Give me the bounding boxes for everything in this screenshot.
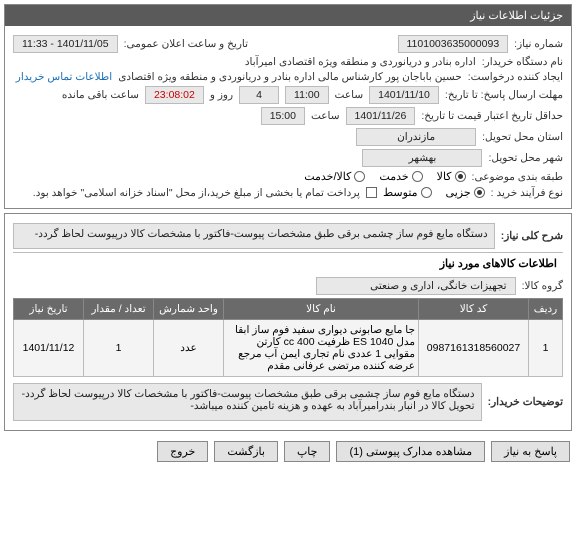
th-name: نام کالا — [224, 299, 419, 320]
deadline-time: 11:00 — [285, 86, 329, 104]
radio-dot-icon — [412, 171, 423, 182]
info-title: اطلاعات کالاهای مورد نیاز — [13, 252, 563, 274]
radio-dot-icon — [421, 187, 432, 198]
footer-buttons: پاسخ به نیاز مشاهده مدارک پیوستی (1) چاپ… — [0, 435, 576, 468]
deadline-date: 1401/11/10 — [369, 86, 439, 104]
days-value: 4 — [239, 86, 279, 104]
attach-button[interactable]: مشاهده مدارک پیوستی (1) — [336, 441, 485, 462]
day-label: روز و — [210, 89, 233, 101]
validity-date: 1401/11/26 — [346, 107, 416, 125]
radio-medium[interactable]: متوسط — [383, 186, 432, 199]
province-label: استان محل تحویل: — [482, 131, 563, 143]
radio-dot-icon — [455, 171, 466, 182]
city-value: بهشهر — [362, 149, 482, 167]
buyer-note-value: دستگاه مایع فوم ساز چشمی برقی طبق مشخصات… — [13, 383, 482, 421]
time-label-2: ساعت — [311, 110, 340, 122]
table-row[interactable]: 1 0987161318560027 جا مایع صابونی دیواری… — [14, 320, 563, 377]
cell-qty: 1 — [84, 320, 154, 377]
th-code: کد کالا — [419, 299, 529, 320]
countdown-value: 23:08:02 — [145, 86, 204, 104]
back-button[interactable]: بازگشت — [214, 441, 278, 462]
group-label: گروه کالا: — [522, 280, 563, 292]
goods-body: شرح کلی نیاز: دستگاه مایع فوم ساز چشمی ب… — [5, 214, 571, 430]
partial-label: پرداخت تمام یا بخشی از مبلغ خرید،از محل … — [33, 187, 360, 199]
radio-dot-icon — [474, 187, 485, 198]
requester-value: حسین باباجان پور کارشناس مالی اداره بناد… — [118, 71, 462, 83]
buy-type-label: نوع فرآیند خرید : — [491, 187, 563, 199]
panel-title: جزئیات اطلاعات نیاز — [5, 5, 571, 26]
print-button[interactable]: چاپ — [284, 441, 331, 462]
radio-both[interactable]: کالا/خدمت — [304, 170, 365, 183]
province-value: مازندران — [356, 128, 476, 146]
org-label: نام دستگاه خریدار: — [482, 56, 563, 68]
city-label: شهر محل تحویل: — [488, 152, 563, 164]
cell-name: جا مایع صابونی دیواری سفید فوم ساز ابقا … — [224, 320, 419, 377]
category-radio-group: کالا خدمت کالا/خدمت — [304, 170, 465, 183]
cell-code: 0987161318560027 — [419, 320, 529, 377]
announce-label: تاریخ و ساعت اعلان عمومی: — [124, 38, 248, 50]
goods-table: ردیف کد کالا نام کالا واحد شمارش تعداد /… — [13, 298, 563, 377]
requester-label: ایجاد کننده درخواست: — [468, 71, 563, 83]
cell-date: 1401/11/12 — [14, 320, 84, 377]
cell-idx: 1 — [529, 320, 563, 377]
exit-button[interactable]: خروج — [157, 441, 208, 462]
category-label: طبقه بندی موضوعی: — [472, 171, 563, 183]
contact-link[interactable]: اطلاعات تماس خریدار — [16, 71, 112, 83]
reply-button[interactable]: پاسخ به نیاز — [491, 441, 570, 462]
th-date: تاریخ نیاز — [14, 299, 84, 320]
radio-service[interactable]: خدمت — [379, 170, 422, 183]
cell-unit: عدد — [154, 320, 224, 377]
radio-minor[interactable]: جزیی — [446, 186, 485, 199]
time-label-1: ساعت — [335, 89, 364, 101]
buy-type-radio-group: جزیی متوسط — [383, 186, 485, 199]
desc-label: شرح کلی نیاز: — [501, 230, 563, 242]
need-no-value: 1101003635000093 — [398, 35, 509, 53]
goods-panel: شرح کلی نیاز: دستگاه مایع فوم ساز چشمی ب… — [4, 213, 572, 431]
buyer-note-label: توضیحات خریدار: — [488, 396, 563, 408]
radio-dot-icon — [354, 171, 365, 182]
panel-body: شماره نیاز: 1101003635000093 تاریخ و ساع… — [5, 26, 571, 208]
desc-value: دستگاه مایع فوم ساز چشمی برقی طبق مشخصات… — [13, 223, 495, 249]
deadline-label: مهلت ارسال پاسخ: تا تاریخ: — [445, 89, 563, 101]
remain-label: ساعت باقی مانده — [62, 89, 139, 101]
validity-time: 15:00 — [261, 107, 305, 125]
th-row: ردیف — [529, 299, 563, 320]
table-header-row: ردیف کد کالا نام کالا واحد شمارش تعداد /… — [14, 299, 563, 320]
need-info-panel: جزئیات اطلاعات نیاز شماره نیاز: 11010036… — [4, 4, 572, 209]
org-value: اداره بنادر و دریانوردی و منطقه ویژه اقت… — [245, 56, 476, 68]
group-value: تجهیزات خانگی، اداری و صنعتی — [316, 277, 516, 295]
th-qty: تعداد / مقدار — [84, 299, 154, 320]
announce-value: 1401/11/05 - 11:33 — [13, 35, 118, 53]
th-unit: واحد شمارش — [154, 299, 224, 320]
need-no-label: شماره نیاز: — [514, 38, 563, 50]
validity-label: حداقل تاریخ اعتبار قیمت تا تاریخ: — [421, 110, 563, 122]
partial-checkbox[interactable] — [366, 187, 377, 198]
radio-goods[interactable]: کالا — [437, 170, 466, 183]
